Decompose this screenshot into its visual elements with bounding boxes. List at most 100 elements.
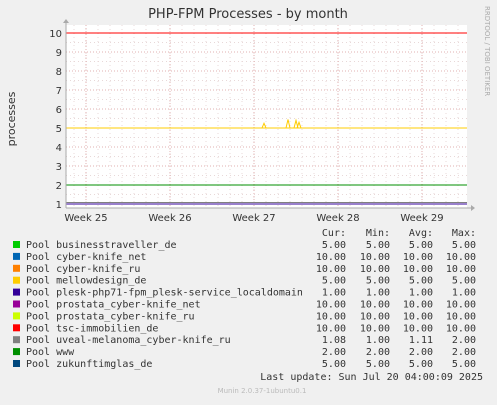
x-tick-label: Week 26 bbox=[148, 213, 191, 224]
y-tick-label: 6 bbox=[56, 105, 62, 116]
legend-value-min: 5.00 bbox=[366, 276, 390, 287]
legend-value-cur: 10.00 bbox=[316, 264, 346, 275]
grid-lines bbox=[66, 25, 467, 208]
legend-value-cur: 10.00 bbox=[316, 311, 346, 322]
y-axis-label: processes bbox=[5, 91, 18, 146]
legend-swatch bbox=[13, 276, 20, 284]
legend-value-cur: 5.00 bbox=[322, 240, 346, 251]
legend-value-min: 5.00 bbox=[366, 359, 390, 370]
legend-value-min: 10.00 bbox=[360, 252, 390, 263]
legend-value-min: 10.00 bbox=[360, 323, 390, 334]
legend-swatch bbox=[13, 324, 20, 332]
legend-value-cur: 5.00 bbox=[322, 359, 346, 370]
legend-value-max: 10.00 bbox=[446, 311, 476, 322]
legend-header-max: Max: bbox=[452, 228, 476, 239]
legend-series-name: Pool cyber-knife_ru bbox=[26, 264, 140, 275]
series-spike bbox=[293, 118, 299, 129]
legend-series-name: Pool tsc-immobilien_de bbox=[26, 323, 158, 334]
legend-swatch bbox=[13, 300, 20, 308]
y-tick-label: 5 bbox=[56, 124, 62, 135]
y-tick-label: 3 bbox=[56, 162, 62, 173]
legend-value-avg: 10.00 bbox=[403, 311, 433, 322]
legend-value-min: 1.00 bbox=[366, 288, 390, 299]
legend-value-max: 2.00 bbox=[452, 347, 476, 358]
series-spike bbox=[296, 120, 302, 129]
y-tick-label: 9 bbox=[56, 48, 62, 59]
legend-swatch bbox=[13, 336, 20, 344]
legend-series-name: Pool plesk-php71-fpm_plesk-service_local… bbox=[26, 288, 303, 299]
y-tick-label: 1 bbox=[56, 200, 62, 211]
legend-value-min: 10.00 bbox=[360, 311, 390, 322]
last-update: Last update: Sun Jul 20 04:00:09 2025 bbox=[260, 372, 483, 383]
legend-value-avg: 1.11 bbox=[409, 335, 433, 346]
legend-value-max: 5.00 bbox=[452, 359, 476, 370]
legend-value-max: 1.00 bbox=[452, 288, 476, 299]
legend-value-cur: 5.00 bbox=[322, 276, 346, 287]
x-tick-label: Week 27 bbox=[232, 213, 275, 224]
legend-value-max: 5.00 bbox=[452, 276, 476, 287]
y-tick-label: 7 bbox=[56, 86, 62, 97]
legend-swatch bbox=[13, 288, 20, 296]
y-axis-arrow bbox=[63, 19, 69, 23]
legend-swatch bbox=[13, 312, 20, 320]
legend-series-name: Pool zukunftimglas_de bbox=[26, 359, 152, 370]
legend-value-avg: 10.00 bbox=[403, 323, 433, 334]
legend-value-avg: 10.00 bbox=[403, 264, 433, 275]
legend-value-cur: 1.08 bbox=[322, 335, 346, 346]
legend-series-name: Pool www bbox=[26, 347, 75, 358]
legend-value-max: 10.00 bbox=[446, 264, 476, 275]
legend-value-avg: 10.00 bbox=[403, 300, 433, 311]
y-tick-label: 10 bbox=[49, 29, 62, 40]
legend-value-min: 10.00 bbox=[360, 264, 390, 275]
legend-series-name: Pool cyber-knife_net bbox=[26, 252, 146, 263]
legend-swatch bbox=[13, 241, 20, 248]
series-spike bbox=[285, 119, 291, 129]
x-tick-labels: Week 25 Week 26 Week 27 Week 28 Week 29 bbox=[64, 213, 443, 224]
munin-version-footer: Munin 2.0.37-1ubuntu0.1 bbox=[218, 387, 307, 395]
legend-header-min: Min: bbox=[366, 228, 390, 239]
legend-value-avg: 10.00 bbox=[403, 252, 433, 263]
legend-series-name: Pool prostata_cyber-knife_ru bbox=[26, 311, 195, 322]
legend-value-cur: 10.00 bbox=[316, 323, 346, 334]
legend-value-avg: 2.00 bbox=[409, 347, 433, 358]
legend-value-avg: 1.00 bbox=[409, 288, 433, 299]
legend-series-name: Pool businesstraveller_de bbox=[26, 240, 177, 251]
legend-header-avg: Avg: bbox=[409, 228, 433, 239]
rrdtool-side-label: RRDTOOL / TOBI OETIKER bbox=[483, 6, 491, 96]
series-lines bbox=[66, 32, 467, 205]
legend-header-cur: Cur: bbox=[322, 228, 346, 239]
legend-value-cur: 1.00 bbox=[322, 288, 346, 299]
legend-value-avg: 5.00 bbox=[409, 359, 433, 370]
legend-value-cur: 2.00 bbox=[322, 347, 346, 358]
series-spike bbox=[261, 121, 267, 129]
legend-swatch bbox=[13, 348, 20, 356]
legend-series-name: Pool mellowdesign_de bbox=[26, 276, 146, 287]
x-tick-label: Week 25 bbox=[64, 213, 107, 224]
legend-value-min: 5.00 bbox=[366, 240, 390, 251]
legend-series-name: Pool prostata_cyber-knife_net bbox=[26, 300, 201, 311]
legend-value-max: 10.00 bbox=[446, 252, 476, 263]
y-tick-label: 8 bbox=[56, 67, 62, 78]
x-tick-label: Week 28 bbox=[316, 213, 359, 224]
y-tick-labels: 1 2 3 4 5 6 7 8 9 10 bbox=[49, 29, 62, 211]
legend-value-cur: 10.00 bbox=[316, 252, 346, 263]
legend-swatch bbox=[13, 264, 20, 272]
y-tick-label: 4 bbox=[56, 143, 62, 154]
legend-series-name: Pool uveal-melanoma_cyber-knife_ru bbox=[26, 335, 231, 346]
legend-value-min: 1.00 bbox=[366, 335, 390, 346]
axes bbox=[63, 19, 475, 211]
legend-table: Cur: Min: Avg: Max: Pool businesstraveller_d… bbox=[13, 228, 476, 370]
chart-title: PHP-FPM Processes - by month bbox=[148, 7, 348, 22]
legend-value-max: 5.00 bbox=[452, 240, 476, 251]
legend-value-max: 10.00 bbox=[446, 323, 476, 334]
x-tick-label: Week 29 bbox=[400, 213, 443, 224]
y-tick-label: 2 bbox=[56, 181, 62, 192]
legend-value-max: 2.00 bbox=[452, 335, 476, 346]
legend-value-cur: 10.00 bbox=[316, 300, 346, 311]
legend-value-min: 10.00 bbox=[360, 300, 390, 311]
legend-swatch bbox=[13, 360, 20, 367]
legend-value-max: 10.00 bbox=[446, 300, 476, 311]
x-axis-arrow bbox=[471, 205, 475, 211]
